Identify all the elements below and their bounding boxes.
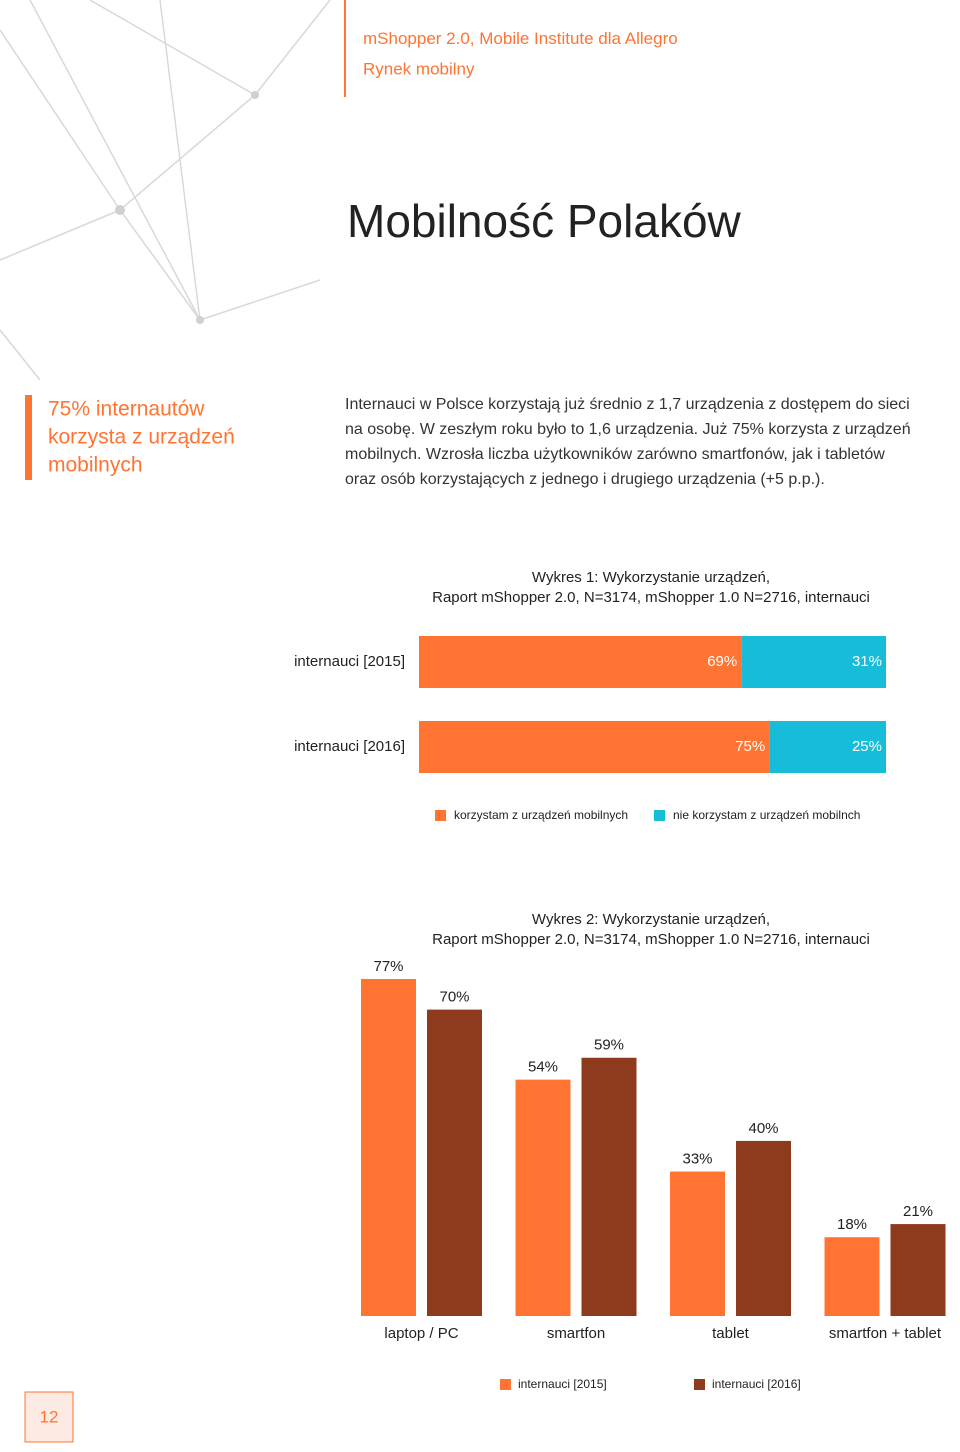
brand-prefix: m <box>363 29 377 48</box>
bar <box>427 1009 482 1316</box>
chart-title: Wykres 1: Wykorzystanie urządzeń, <box>532 569 770 586</box>
value-label: 70% <box>439 989 469 1006</box>
sidebar-line: 75% internautów <box>48 398 205 421</box>
bar <box>515 1079 571 1316</box>
chart-subtitle: Raport mShopper 2.0, N=3174, mShopper 1.… <box>432 589 870 606</box>
header-brand: mShopper 2.0, Mobile Institute dla Alleg… <box>363 29 678 48</box>
value-label: 31% <box>852 653 882 670</box>
value-label: 77% <box>373 958 403 975</box>
value-label: 54% <box>528 1059 558 1076</box>
page-number-box <box>24 1391 74 1443</box>
value-label: 59% <box>594 1037 624 1054</box>
bar <box>736 1140 791 1316</box>
category-label: laptop / PC <box>384 1325 458 1342</box>
body-line: Internauci w Polsce korzystają już średn… <box>345 396 910 413</box>
legend-label: nie korzystam z urządzeń mobilnch <box>673 808 860 822</box>
category-label: smartfon + tablet <box>829 1325 942 1342</box>
value-label: 40% <box>748 1120 778 1137</box>
bar-segment <box>419 721 770 773</box>
page-title: Mobilność Polaków <box>347 195 742 247</box>
value-label: 25% <box>852 738 882 755</box>
bar <box>581 1057 637 1316</box>
body-text: Internauci w Polsce korzystają już średn… <box>345 396 911 488</box>
value-label: 18% <box>837 1216 867 1233</box>
sidebar-line: korzysta z urządzeń <box>48 426 235 449</box>
bar <box>361 978 416 1316</box>
header-section: Rynek mobilny <box>363 59 475 78</box>
category-label: internauci [2015] <box>294 653 405 670</box>
chart-title: Wykres 2: Wykorzystanie urządzeń, <box>532 911 770 928</box>
bar-segment <box>419 636 742 688</box>
category-label: tablet <box>712 1325 750 1342</box>
sidebar-bar <box>25 395 32 480</box>
brand: Shopper 2.0, Mobile Institute dla Allegr… <box>377 29 678 48</box>
body-line: mobilnych. Wzrosła liczba użytkowników z… <box>345 446 885 463</box>
legend-label: internauci [2015] <box>518 1377 607 1391</box>
legend-label: internauci [2016] <box>712 1377 801 1391</box>
category-label: smartfon <box>547 1325 605 1342</box>
legend-swatch <box>500 1379 511 1390</box>
page-number: 12 <box>40 1407 59 1426</box>
body-line: oraz osób korzystających z jednego i dru… <box>345 471 825 488</box>
legend-swatch <box>435 810 446 821</box>
sidebar-line: mobilnych <box>48 454 143 477</box>
legend-swatch <box>654 810 665 821</box>
sidebar: 75% internautów korzysta z urządzeń mobiln… <box>48 398 235 477</box>
body-line: na osobę. W zeszłym roku było to 1,6 urz… <box>345 421 911 438</box>
chart-subtitle: Raport mShopper 2.0, N=3174, mShopper 1.… <box>432 931 870 948</box>
value-label: 33% <box>682 1151 712 1168</box>
bar <box>890 1224 946 1316</box>
network-decoration <box>0 0 331 381</box>
bar-segment <box>769 721 886 773</box>
value-label: 21% <box>903 1203 933 1220</box>
legend-label: korzystam z urządzeń mobilnych <box>454 808 628 822</box>
bar <box>824 1237 880 1316</box>
value-label: 75% <box>735 738 765 755</box>
bar-segment <box>741 636 886 688</box>
bar <box>670 1171 725 1316</box>
legend-swatch <box>694 1379 705 1390</box>
value-label: 69% <box>707 653 737 670</box>
category-label: internauci [2016] <box>294 738 405 755</box>
